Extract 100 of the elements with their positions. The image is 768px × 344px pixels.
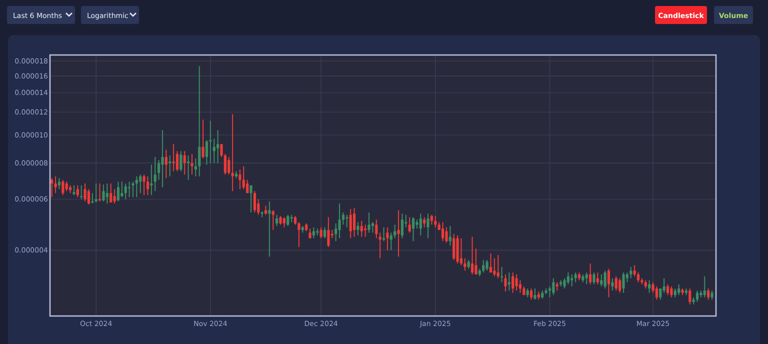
candlestick bbox=[452, 234, 456, 261]
candlestick bbox=[264, 205, 268, 216]
candlestick bbox=[253, 190, 256, 213]
candlestick bbox=[515, 274, 518, 292]
candlestick bbox=[493, 258, 496, 277]
candlestick bbox=[670, 286, 673, 298]
candlestick bbox=[172, 144, 175, 172]
candlestick bbox=[180, 150, 182, 172]
candlestick bbox=[146, 176, 150, 196]
candlestick bbox=[636, 272, 640, 283]
candlestick bbox=[648, 280, 651, 294]
candlestick bbox=[346, 214, 348, 228]
candlestick bbox=[470, 236, 474, 275]
candlestick bbox=[397, 210, 400, 258]
candlestick bbox=[187, 154, 190, 180]
candlestick bbox=[50, 178, 54, 198]
candlestick bbox=[688, 288, 692, 305]
candlestick bbox=[382, 226, 386, 242]
candlestick bbox=[124, 183, 127, 200]
candlestick bbox=[500, 266, 504, 283]
candlestick bbox=[161, 130, 164, 188]
candlestick bbox=[268, 200, 271, 258]
candlestick bbox=[87, 188, 90, 206]
candlestick bbox=[84, 183, 86, 202]
candlestick bbox=[371, 222, 374, 234]
candlestick bbox=[512, 272, 514, 294]
candlestick bbox=[408, 216, 411, 234]
candlestick bbox=[154, 156, 156, 192]
candlestick bbox=[286, 214, 290, 226]
candlestick bbox=[150, 164, 153, 196]
candlestick bbox=[120, 181, 124, 198]
candlestick bbox=[456, 234, 459, 264]
candlestick bbox=[611, 278, 614, 292]
candlestick bbox=[622, 272, 625, 294]
candlestick bbox=[630, 266, 632, 279]
candlestick bbox=[76, 184, 79, 198]
candlestick bbox=[352, 207, 356, 238]
candlestick bbox=[242, 166, 245, 190]
candlestick bbox=[135, 176, 138, 198]
candlestick bbox=[356, 222, 360, 236]
candlestick bbox=[106, 183, 108, 204]
candlestick bbox=[419, 213, 422, 236]
candlestick bbox=[441, 222, 444, 242]
candlestick bbox=[548, 286, 552, 298]
candlestick bbox=[102, 184, 105, 202]
candlestick bbox=[574, 272, 577, 283]
candlestick bbox=[190, 153, 194, 176]
candlestick bbox=[678, 284, 680, 296]
candlestick bbox=[116, 181, 120, 202]
candlestick bbox=[423, 216, 426, 228]
candlestick bbox=[400, 213, 404, 239]
candlestick bbox=[504, 274, 507, 292]
candlestick bbox=[312, 226, 315, 239]
candlestick bbox=[80, 184, 83, 200]
candlestick bbox=[231, 114, 234, 192]
candlestick bbox=[696, 290, 699, 302]
candlestick bbox=[607, 268, 610, 298]
candlestick bbox=[386, 226, 389, 251]
candlestick bbox=[98, 183, 102, 202]
candlestick bbox=[552, 278, 555, 296]
candlestick bbox=[600, 274, 603, 287]
candlestick bbox=[707, 288, 710, 300]
candlestick bbox=[198, 66, 201, 177]
candlestick bbox=[94, 183, 98, 203]
candlestick bbox=[62, 179, 64, 196]
candlestick bbox=[530, 288, 533, 300]
candlestick bbox=[482, 260, 485, 273]
candlestick bbox=[518, 280, 522, 294]
candlestick bbox=[209, 120, 212, 164]
candlestick bbox=[390, 232, 392, 251]
candlestick bbox=[58, 178, 61, 190]
candlestick bbox=[618, 278, 622, 294]
candlestick bbox=[364, 224, 367, 238]
candlestick bbox=[176, 150, 179, 172]
candlestick bbox=[168, 154, 172, 177]
candlestick bbox=[272, 210, 274, 230]
candlestick bbox=[216, 130, 220, 164]
candlestick bbox=[430, 214, 434, 226]
candlestick bbox=[464, 258, 466, 272]
candlestick bbox=[228, 156, 230, 176]
candlestick bbox=[496, 254, 500, 279]
candlestick bbox=[202, 119, 204, 159]
candlestick bbox=[282, 216, 286, 228]
candlestick bbox=[72, 184, 76, 196]
candlestick bbox=[157, 159, 160, 180]
candlestick bbox=[246, 179, 249, 194]
candlestick bbox=[662, 278, 666, 294]
candlestick bbox=[508, 272, 510, 292]
candlestick bbox=[460, 238, 463, 266]
candlestick bbox=[434, 216, 437, 228]
candlestick bbox=[655, 286, 658, 300]
candlestick bbox=[666, 284, 670, 296]
candlestick bbox=[205, 140, 208, 166]
candlestick bbox=[338, 202, 341, 239]
candlestick bbox=[54, 176, 57, 194]
candlestick bbox=[164, 149, 168, 179]
candlestick bbox=[534, 288, 536, 300]
candlestick bbox=[614, 276, 618, 292]
candlestick bbox=[250, 184, 252, 213]
candlestick bbox=[128, 181, 131, 198]
